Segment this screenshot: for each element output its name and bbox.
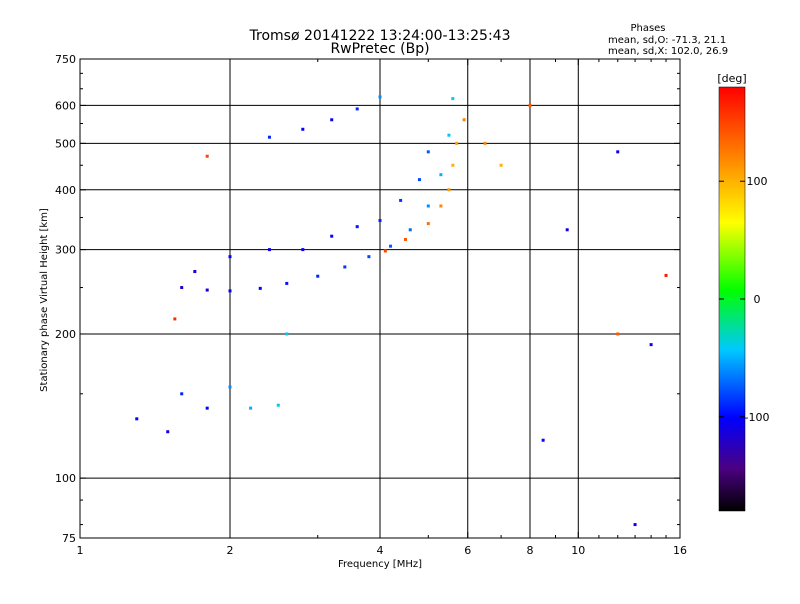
data-point <box>285 332 289 336</box>
grid-lines <box>80 59 680 538</box>
data-point <box>426 222 430 226</box>
data-point <box>378 95 382 99</box>
data-point <box>633 523 637 527</box>
data-point <box>439 173 443 177</box>
colorbar-label: [deg] <box>717 72 746 85</box>
data-point <box>330 234 334 238</box>
data-point <box>649 343 653 347</box>
y-tick-label: 300 <box>55 244 76 257</box>
data-point <box>205 406 209 410</box>
data-point <box>399 198 403 202</box>
data-point <box>403 237 407 241</box>
data-point <box>355 107 359 111</box>
colorbar-tick-label: 0 <box>754 293 761 306</box>
data-point <box>541 438 545 442</box>
phase-info-x-mode: mean, sd,X: 102.0, 26.9 <box>608 46 728 57</box>
data-points <box>135 95 668 527</box>
data-point <box>343 265 347 269</box>
y-tick-label: 750 <box>55 53 76 66</box>
x-tick-label: 6 <box>464 544 471 557</box>
data-point <box>439 204 443 208</box>
y-tick-label: 600 <box>55 99 76 112</box>
data-point <box>228 255 232 259</box>
data-point <box>499 163 503 167</box>
data-point <box>447 133 451 137</box>
data-point <box>180 286 184 290</box>
data-point <box>417 178 421 182</box>
data-point <box>301 127 305 131</box>
data-point <box>166 430 170 434</box>
data-point <box>389 244 393 248</box>
chart-subtitle: RwPretec (Bp) <box>330 41 429 57</box>
data-point <box>565 228 569 232</box>
x-tick-label: 2 <box>227 544 234 557</box>
data-point <box>135 417 139 421</box>
data-point <box>451 97 455 101</box>
data-point <box>205 288 209 292</box>
data-point <box>301 248 305 252</box>
y-tick-label: 500 <box>55 137 76 150</box>
data-point <box>228 289 232 293</box>
phase-info-o-mode: mean, sd,O: -71.3, 21.1 <box>608 35 726 46</box>
axis-ticks: 1 2 4 6 8 10 16 75 100 200 300 400 500 600 750 <box>55 53 687 557</box>
x-tick-label: 8 <box>527 544 534 557</box>
data-point <box>330 118 334 122</box>
data-point <box>378 219 382 223</box>
phase-info-heading: Phases <box>630 23 665 34</box>
chart-title: Tromsø 20141222 13:24:00-13:25:43 <box>249 28 511 44</box>
data-point <box>455 141 459 145</box>
colorbar-ticks: 100 0 -100 <box>719 175 769 424</box>
data-point <box>664 273 668 277</box>
x-tick-label: 1 <box>77 544 84 557</box>
data-point <box>483 141 487 145</box>
data-point <box>447 188 451 192</box>
x-tick-label: 10 <box>571 544 585 557</box>
colorbar-tick-label: 100 <box>747 175 768 188</box>
y-tick-label: 400 <box>55 184 76 197</box>
y-tick-label: 200 <box>55 328 76 341</box>
data-point <box>258 286 262 290</box>
x-axis-label: Frequency [MHz] <box>338 559 422 570</box>
y-axis-label: Stationary phase Virtual Height [km] <box>39 208 50 392</box>
data-point <box>616 150 620 154</box>
data-point <box>267 248 271 252</box>
data-point <box>173 317 177 321</box>
data-point <box>426 150 430 154</box>
data-point <box>528 103 532 107</box>
data-point <box>616 332 620 336</box>
data-point <box>316 274 320 278</box>
data-point <box>355 225 359 229</box>
x-tick-label: 4 <box>377 544 384 557</box>
data-point <box>451 163 455 167</box>
data-point <box>180 392 184 396</box>
data-point <box>267 135 271 139</box>
data-point <box>367 255 371 259</box>
data-point <box>462 118 466 122</box>
data-point <box>408 228 412 232</box>
data-point <box>383 249 387 253</box>
colorbar-tick-label: -100 <box>745 411 770 424</box>
x-tick-label: 16 <box>673 544 687 557</box>
data-point <box>193 270 197 274</box>
data-point <box>276 403 280 407</box>
data-point <box>285 281 289 285</box>
data-point <box>249 406 253 410</box>
data-point <box>205 154 209 158</box>
y-tick-label: 75 <box>62 532 76 545</box>
data-point <box>228 385 232 389</box>
data-point <box>426 204 430 208</box>
y-tick-label: 100 <box>55 472 76 485</box>
